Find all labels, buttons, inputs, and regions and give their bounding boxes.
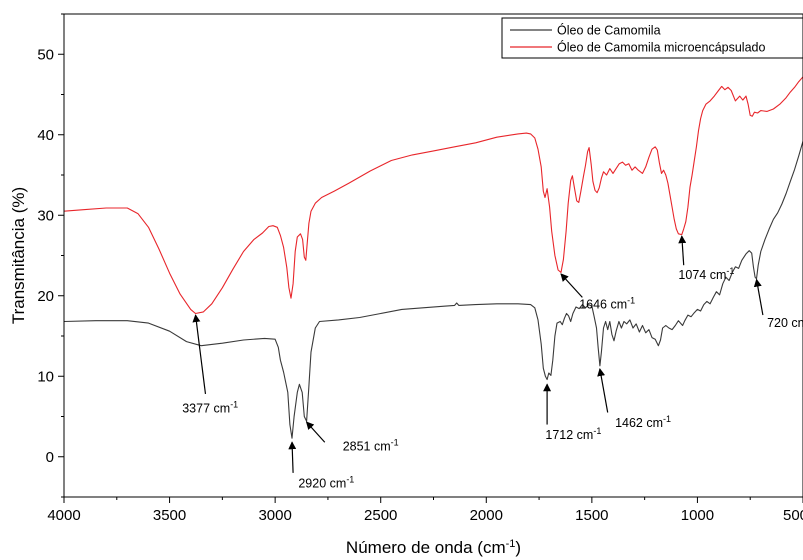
annotation-label: 2851 cm-1 (343, 437, 399, 453)
x-tick-label: 3000 (258, 507, 291, 524)
y-tick-label: 10 (37, 368, 54, 385)
annotation-arrow (560, 273, 583, 298)
x-tick-label: 500 (783, 507, 803, 524)
x-tick-label: 1500 (575, 507, 608, 524)
x-tick-label: 3500 (153, 507, 186, 524)
annotation-arrow (678, 235, 687, 266)
annotation-arrow (597, 368, 609, 413)
y-tick-label: 40 (37, 127, 54, 144)
x-tick-label: 2500 (364, 507, 397, 524)
peak-annotation: 1462 cm-1 (597, 368, 671, 430)
axes-layer: 4000 3500 3000 2500 2000 1500 1000 500 0 10 20 30 40… (37, 13, 803, 524)
annotation-label: 1074 cm-1 (678, 266, 734, 282)
y-tick-label: 0 (46, 449, 54, 466)
y-tick-label: 50 (37, 46, 54, 63)
peak-annotation: 1712 cm-1 (543, 383, 601, 442)
x-tick-label: 1000 (681, 507, 714, 524)
annotation-label: 3377 cm-1 (182, 399, 238, 415)
legend-box (501, 17, 803, 59)
series-line-0 (63, 141, 803, 439)
annotation-arrow (288, 441, 297, 473)
peak-annotation: 2920 cm-1 (288, 441, 354, 490)
annotation-arrow (753, 278, 764, 316)
y-axis-title: Transmitância (%) (9, 187, 28, 324)
annotation-layer: 3377 cm-1 2920 cm-1 2851 cm-1 1712 cm-1 1462… (182, 235, 803, 490)
annotation-label: 1646 cm-1 (579, 296, 635, 312)
legend-entry: Óleo de Camomila microencápsulado (557, 40, 765, 55)
peak-annotation: 2851 cm-1 (305, 421, 399, 453)
annotation-arrow (192, 314, 207, 395)
series-layer (63, 76, 803, 439)
annotation-label: 1462 cm-1 (615, 414, 671, 430)
legend: Óleo de Camomila Óleo de Camomila microen… (501, 17, 803, 59)
peak-annotation: 1074 cm-1 (678, 235, 734, 282)
annotation-label: 2920 cm-1 (298, 474, 354, 490)
y-tick-label: 30 (37, 207, 54, 224)
annotation-label: 720 cm-1 (767, 314, 803, 330)
x-tick-label: 4000 (47, 507, 80, 524)
y-tick-label: 20 (37, 288, 54, 305)
legend-entry: Óleo de Camomila (557, 23, 661, 38)
plot-frame (63, 13, 803, 498)
annotation-arrow (305, 421, 326, 443)
annotation-label: 1712 cm-1 (545, 426, 601, 442)
peak-annotation: 3377 cm-1 (182, 314, 238, 415)
series-line-1 (63, 76, 803, 315)
x-axis-title: Número de onda (cm-1) (346, 538, 521, 557)
peak-annotation: 1646 cm-1 (560, 273, 635, 312)
peak-annotation: 720 cm-1 (753, 278, 803, 330)
x-tick-label: 2000 (470, 507, 503, 524)
